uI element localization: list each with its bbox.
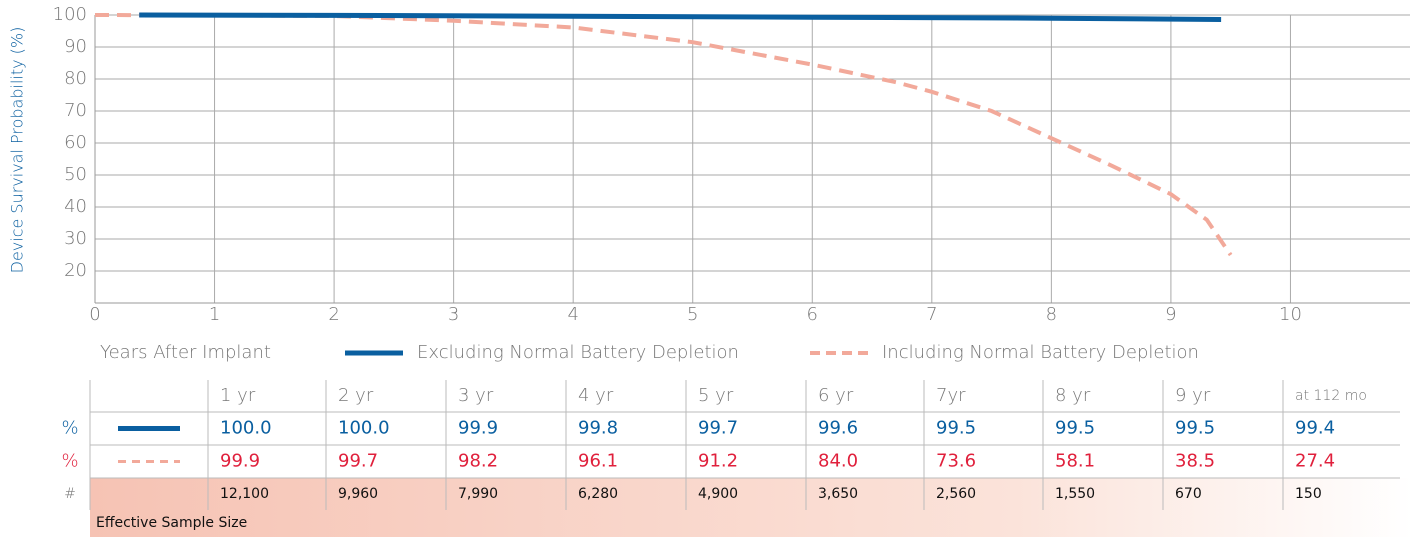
- x-tick-label: 4: [567, 304, 578, 325]
- line: [139, 12, 1222, 22]
- table-cell: 9,960: [338, 486, 378, 502]
- column-header: 5 yr: [698, 385, 734, 406]
- row-label: #: [64, 486, 76, 502]
- y-tick-label: 60: [64, 132, 87, 153]
- table-cell: 99.5: [936, 418, 976, 439]
- x-tick-label: 5: [687, 304, 698, 325]
- table-cell: 150: [1295, 486, 1322, 502]
- table-cell: 2,560: [936, 486, 976, 502]
- y-tick-label: 30: [64, 228, 87, 249]
- table-cell: 91.2: [698, 451, 738, 472]
- caption: Effective Sample Size: [96, 515, 247, 531]
- row-label: %: [61, 418, 78, 439]
- table-cell: 99.4: [1295, 418, 1335, 439]
- table-cell: 58.1: [1055, 451, 1095, 472]
- table-cell: 27.4: [1295, 451, 1335, 472]
- table-cell: 100.0: [338, 418, 390, 439]
- table-cell: 73.6: [936, 451, 976, 472]
- x-tick-label: 9: [1165, 304, 1176, 325]
- x-tick-label: 10: [1279, 304, 1302, 325]
- table-cell: 99.8: [578, 418, 618, 439]
- y-tick-label: 90: [64, 36, 87, 57]
- table-cell: 98.2: [458, 451, 498, 472]
- table-cell: 99.5: [1175, 418, 1215, 439]
- x-tick-label: 7: [926, 304, 937, 325]
- column-header: 1 yr: [220, 385, 256, 406]
- column-header: 2 yr: [338, 385, 374, 406]
- table-cell: 84.0: [818, 451, 858, 472]
- x-tick-label: 6: [807, 304, 818, 325]
- row-label: %: [61, 451, 78, 472]
- x-tick-label: 1: [209, 304, 220, 325]
- sample-background: [90, 478, 1413, 537]
- column-header: 7yr: [936, 385, 966, 406]
- table-cell: 38.5: [1175, 451, 1215, 472]
- y-tick-label: 50: [64, 164, 87, 185]
- table-cell: 12,100: [220, 486, 269, 502]
- x-tick-label: 3: [448, 304, 459, 325]
- x-axis-label: Years After Implant: [100, 342, 271, 363]
- table-cell: 99.9: [220, 451, 260, 472]
- y-tick-label: 70: [64, 100, 87, 121]
- table-cell: 96.1: [578, 451, 618, 472]
- y-tick-label: 80: [64, 68, 87, 89]
- x-tick-label: 2: [328, 304, 339, 325]
- table-cell: 99.7: [698, 418, 738, 439]
- table-cell: 1,550: [1055, 486, 1095, 502]
- table-cell: 99.7: [338, 451, 378, 472]
- y-tick-label: 40: [64, 196, 87, 217]
- legend-label: Including Normal Battery Depletion: [882, 342, 1199, 363]
- table-cell: 99.6: [818, 418, 858, 439]
- legend-label: Excluding Normal Battery Depletion: [417, 342, 739, 363]
- column-header: 8 yr: [1055, 385, 1091, 406]
- column-header: at 112 mo: [1295, 388, 1367, 404]
- table-cell: 4,900: [698, 486, 738, 502]
- table-cell: 100.0: [220, 418, 272, 439]
- table-cell: 7,990: [458, 486, 498, 502]
- y-axis-label: Device Survival Probability (%): [8, 27, 27, 274]
- x-tick-label: 8: [1046, 304, 1057, 325]
- x-tick-label: 0: [89, 304, 100, 325]
- column-header: 6 yr: [818, 385, 854, 406]
- y-tick-label: 20: [64, 260, 87, 281]
- line: [94, 13, 1233, 257]
- y-tick-label: 100: [53, 4, 87, 25]
- table-cell: 670: [1175, 486, 1202, 502]
- table-cell: 99.5: [1055, 418, 1095, 439]
- column-header: 9 yr: [1175, 385, 1211, 406]
- column-header: 3 yr: [458, 385, 494, 406]
- table-cell: 99.9: [458, 418, 498, 439]
- column-header: 4 yr: [578, 385, 614, 406]
- table-cell: 6,280: [578, 486, 618, 502]
- table-cell: 3,650: [818, 486, 858, 502]
